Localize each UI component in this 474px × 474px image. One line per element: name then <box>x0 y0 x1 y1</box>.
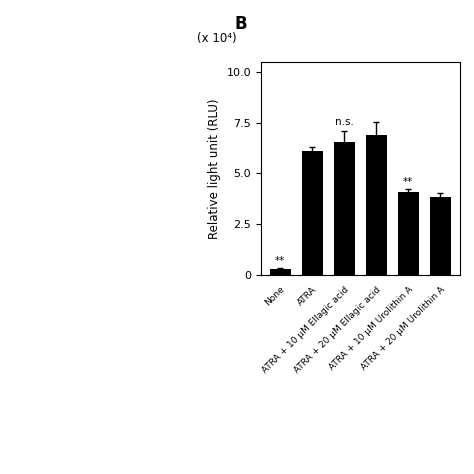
Text: n.s.: n.s. <box>335 117 354 127</box>
Bar <box>430 197 451 275</box>
Text: **: ** <box>275 256 285 266</box>
Bar <box>270 269 291 275</box>
Text: B: B <box>235 15 247 33</box>
Bar <box>302 151 323 275</box>
Text: (x 10⁴): (x 10⁴) <box>197 32 237 45</box>
Bar <box>398 191 419 275</box>
Bar <box>366 135 387 275</box>
Bar <box>334 142 355 275</box>
Text: **: ** <box>403 176 413 187</box>
Y-axis label: Relative light unit (RLU): Relative light unit (RLU) <box>208 98 221 238</box>
